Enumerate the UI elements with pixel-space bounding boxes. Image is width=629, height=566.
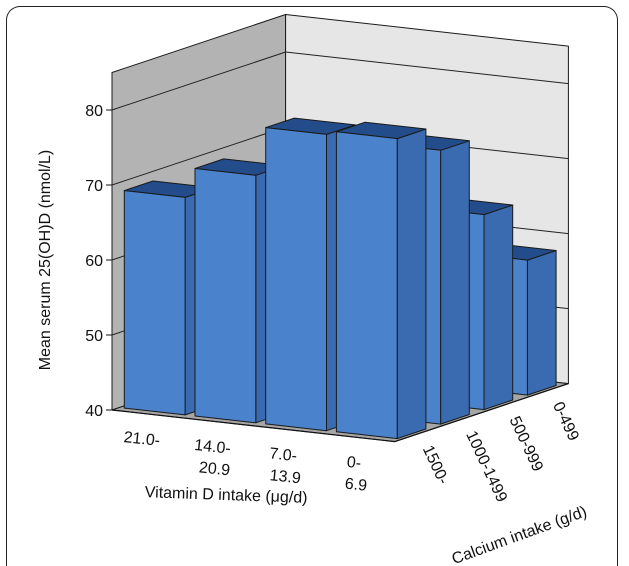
z-tick-label: 1500-	[419, 443, 452, 487]
z-tick-label: 500-999	[506, 414, 546, 474]
bar-front	[123, 190, 186, 416]
z-tick-label: 0-499	[549, 399, 582, 443]
bar-1500--x3	[335, 121, 427, 440]
bars	[123, 117, 557, 440]
x-tick-label-line2: 20.9	[198, 459, 231, 479]
x-tick-label: 0-	[346, 454, 362, 472]
x-tick-label: 14.0-	[193, 437, 231, 458]
bar-side	[440, 140, 470, 425]
x-tick-label: 21.0-	[123, 429, 161, 450]
y-tick-label: 70	[85, 178, 103, 195]
z-axis-label: Calcium intake (g/d)	[450, 503, 590, 565]
y-tick-label: 80	[85, 103, 103, 120]
bar-side	[483, 204, 514, 411]
y-tick-label: 40	[85, 403, 103, 420]
bar-front	[265, 127, 327, 432]
y-axis-label: Mean serum 25(OH)D (nmol/L)	[37, 150, 54, 371]
y-tick-labels: 40 50 60 70 80	[85, 103, 103, 420]
gridline	[285, 51, 569, 85]
x-tick-label-line2: 6.9	[344, 476, 368, 495]
y-tick-label: 50	[85, 328, 103, 345]
z-tick-label: 1000-1499	[462, 428, 510, 505]
z-axis-line	[394, 383, 569, 443]
bar-front	[194, 168, 257, 424]
x-tick-label-line2: 13.9	[269, 467, 302, 487]
x-axis-label: Vitamin D intake (μg/d)	[145, 484, 308, 507]
bar-side	[396, 128, 427, 440]
bar-front	[335, 131, 398, 440]
x-tick-label: 7.0-	[269, 445, 298, 465]
bar-side	[526, 250, 557, 396]
x-axis-line	[111, 409, 395, 443]
x-tick-labels: 21.0- 14.0-20.9 7.0-13.9 0- 6.9	[123, 429, 368, 495]
gridline	[111, 51, 286, 111]
y-tick-label: 60	[85, 253, 103, 270]
gridline	[111, 126, 286, 186]
